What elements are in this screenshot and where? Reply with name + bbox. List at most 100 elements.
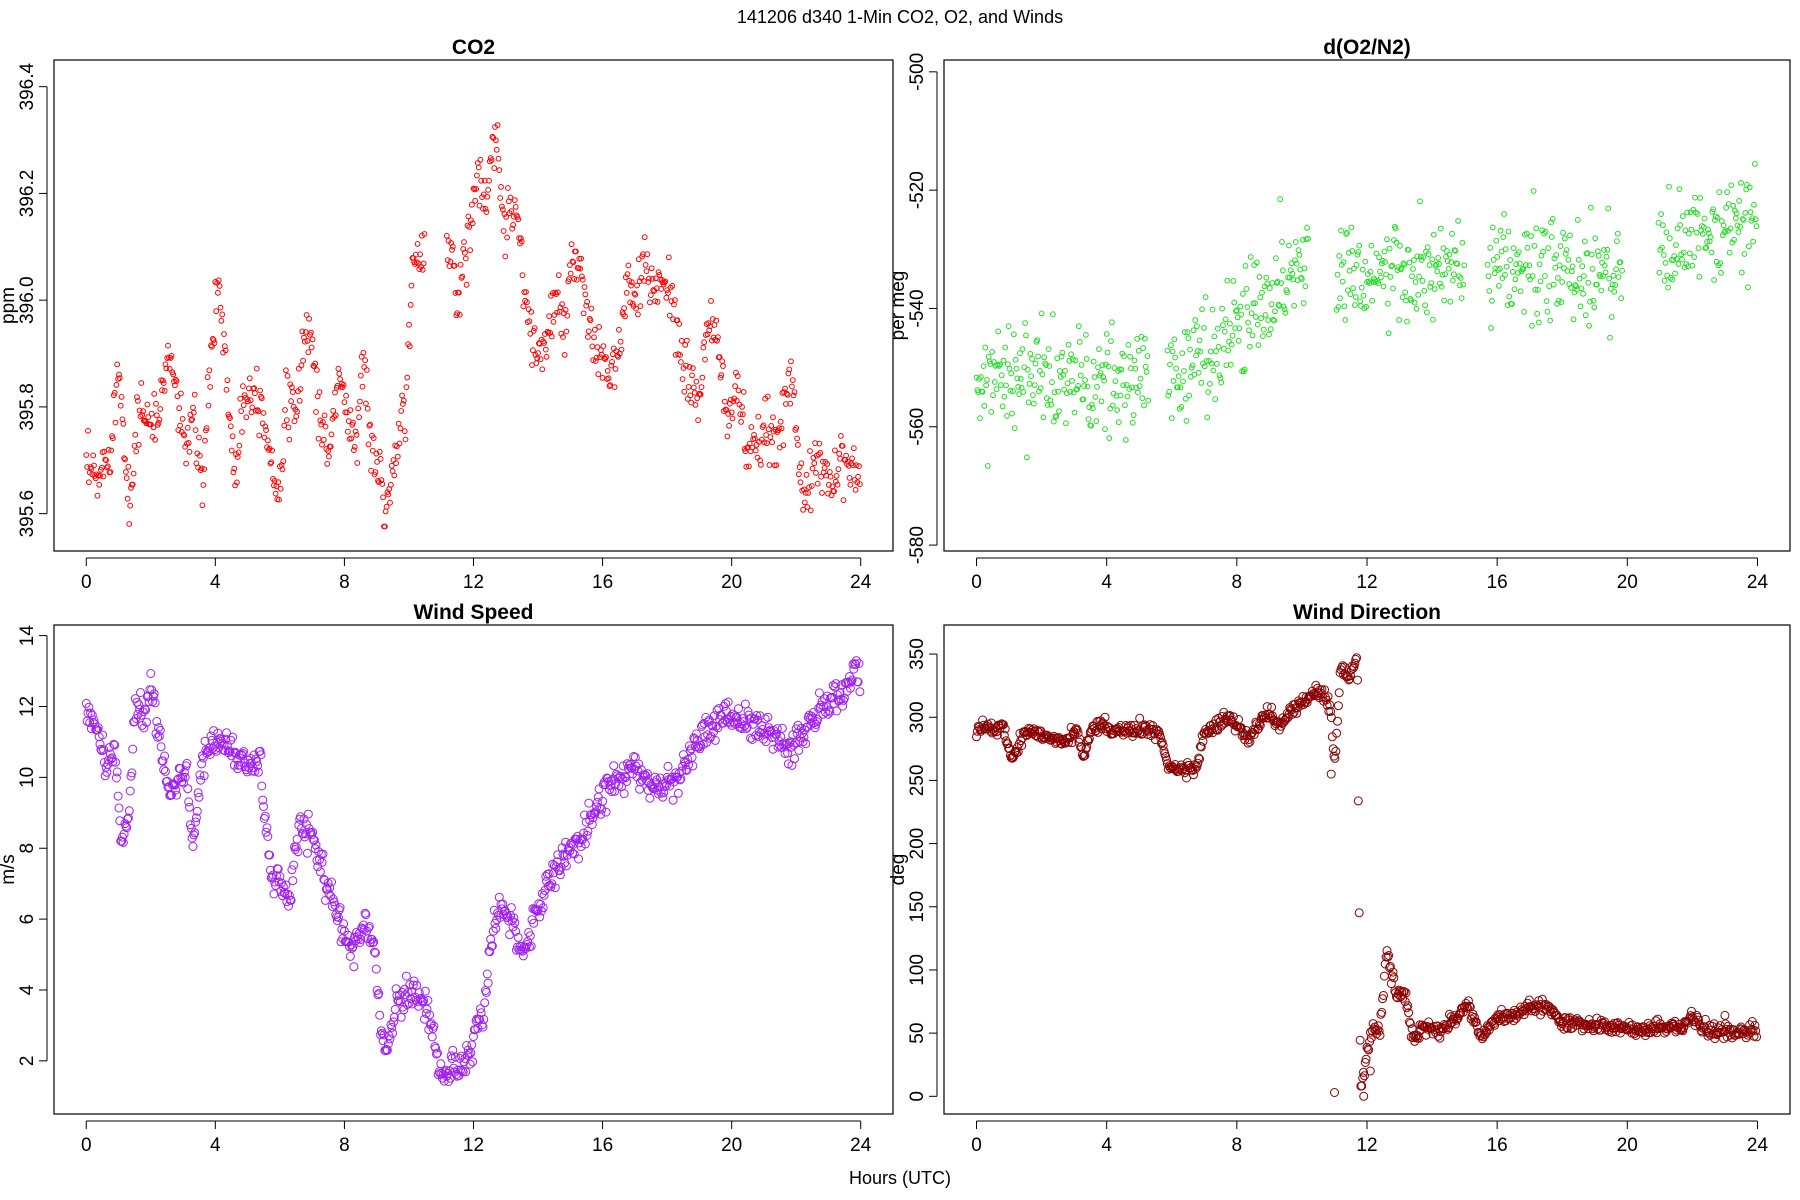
data-point (1117, 392, 1124, 399)
y-axis-label: per meg (888, 271, 909, 341)
data-point (1347, 291, 1354, 298)
data-point (1031, 382, 1038, 389)
data-point (1331, 746, 1341, 756)
data-point (485, 187, 492, 193)
data-point (201, 466, 208, 473)
data-point (155, 726, 165, 735)
data-point (1252, 300, 1258, 307)
data-point (1686, 230, 1692, 237)
data-point (1488, 325, 1494, 331)
data-point (280, 458, 287, 465)
data-point (570, 259, 577, 266)
data-point (301, 334, 307, 341)
data-point (1435, 1033, 1445, 1043)
data-point (1451, 1019, 1460, 1029)
data-point (608, 362, 615, 369)
data-point (999, 403, 1006, 410)
data-point (1093, 418, 1100, 425)
data-point (1606, 275, 1612, 282)
data-point (1299, 276, 1305, 282)
data-point (509, 225, 516, 232)
data-point (1592, 1013, 1602, 1023)
data-point (156, 416, 163, 423)
data-point (170, 371, 177, 378)
data-point (166, 791, 176, 800)
data-point (1675, 261, 1682, 267)
data-point (1590, 297, 1597, 304)
data-point (1456, 282, 1463, 289)
data-point (832, 706, 842, 716)
data-point (408, 980, 418, 990)
data-point (1210, 367, 1217, 374)
data-point (1710, 1034, 1720, 1044)
data-point (767, 434, 774, 441)
data-point (120, 420, 127, 427)
data-point (1471, 1017, 1481, 1027)
data-point (1585, 279, 1592, 286)
data-point (278, 882, 288, 892)
data-point (574, 854, 583, 864)
data-point (348, 435, 355, 442)
data-point (1099, 721, 1109, 731)
data-point (1405, 1018, 1415, 1028)
y-tick-label: 6 (17, 914, 38, 925)
y-axis-label: ppm (0, 287, 19, 324)
data-point (1142, 335, 1148, 342)
data-point (1201, 363, 1208, 370)
data-point (1601, 262, 1608, 269)
data-point (1704, 239, 1710, 245)
data-point (582, 830, 592, 840)
data-point (496, 167, 503, 174)
data-point (312, 360, 319, 367)
data-point (625, 262, 632, 269)
data-point (221, 734, 231, 744)
data-point (1361, 305, 1368, 312)
data-point (419, 266, 426, 273)
data-point (1125, 341, 1132, 348)
data-point (287, 865, 297, 875)
data-point (1719, 232, 1726, 239)
data-point (229, 433, 236, 440)
data-point (713, 317, 720, 324)
data-point (1365, 1066, 1375, 1076)
data-point (1533, 225, 1540, 232)
data-point (1064, 737, 1073, 747)
data-point (587, 317, 594, 324)
data-point (775, 740, 785, 750)
data-point (717, 374, 724, 381)
data-point (1184, 329, 1191, 336)
data-point (764, 393, 771, 400)
data-point (1363, 303, 1369, 310)
data-point (495, 155, 502, 162)
data-point (241, 392, 248, 399)
data-point (1437, 225, 1444, 232)
data-point (1716, 189, 1723, 196)
x-tick-label: 16 (1487, 1135, 1508, 1156)
data-point (1714, 214, 1721, 221)
data-point (682, 765, 692, 775)
data-point (296, 397, 303, 404)
data-point (700, 732, 710, 742)
data-point (534, 355, 541, 362)
data-point (1752, 1032, 1762, 1042)
data-point (172, 790, 182, 800)
data-point (1411, 299, 1418, 306)
data-point (688, 761, 698, 771)
data-point (746, 440, 753, 447)
data-point (376, 1030, 386, 1040)
data-point (1598, 287, 1605, 294)
data-point (332, 412, 339, 419)
data-point (149, 689, 159, 699)
data-point (1174, 384, 1181, 391)
data-point (1326, 769, 1336, 779)
data-point (150, 698, 160, 708)
y-axis-label: deg (888, 854, 909, 886)
data-point (213, 308, 220, 315)
data-point (1196, 337, 1203, 344)
data-point (1275, 717, 1285, 727)
data-point (1464, 1001, 1474, 1011)
data-point (365, 441, 372, 448)
data-point (622, 274, 629, 281)
data-point (335, 903, 345, 913)
data-point (223, 386, 230, 393)
